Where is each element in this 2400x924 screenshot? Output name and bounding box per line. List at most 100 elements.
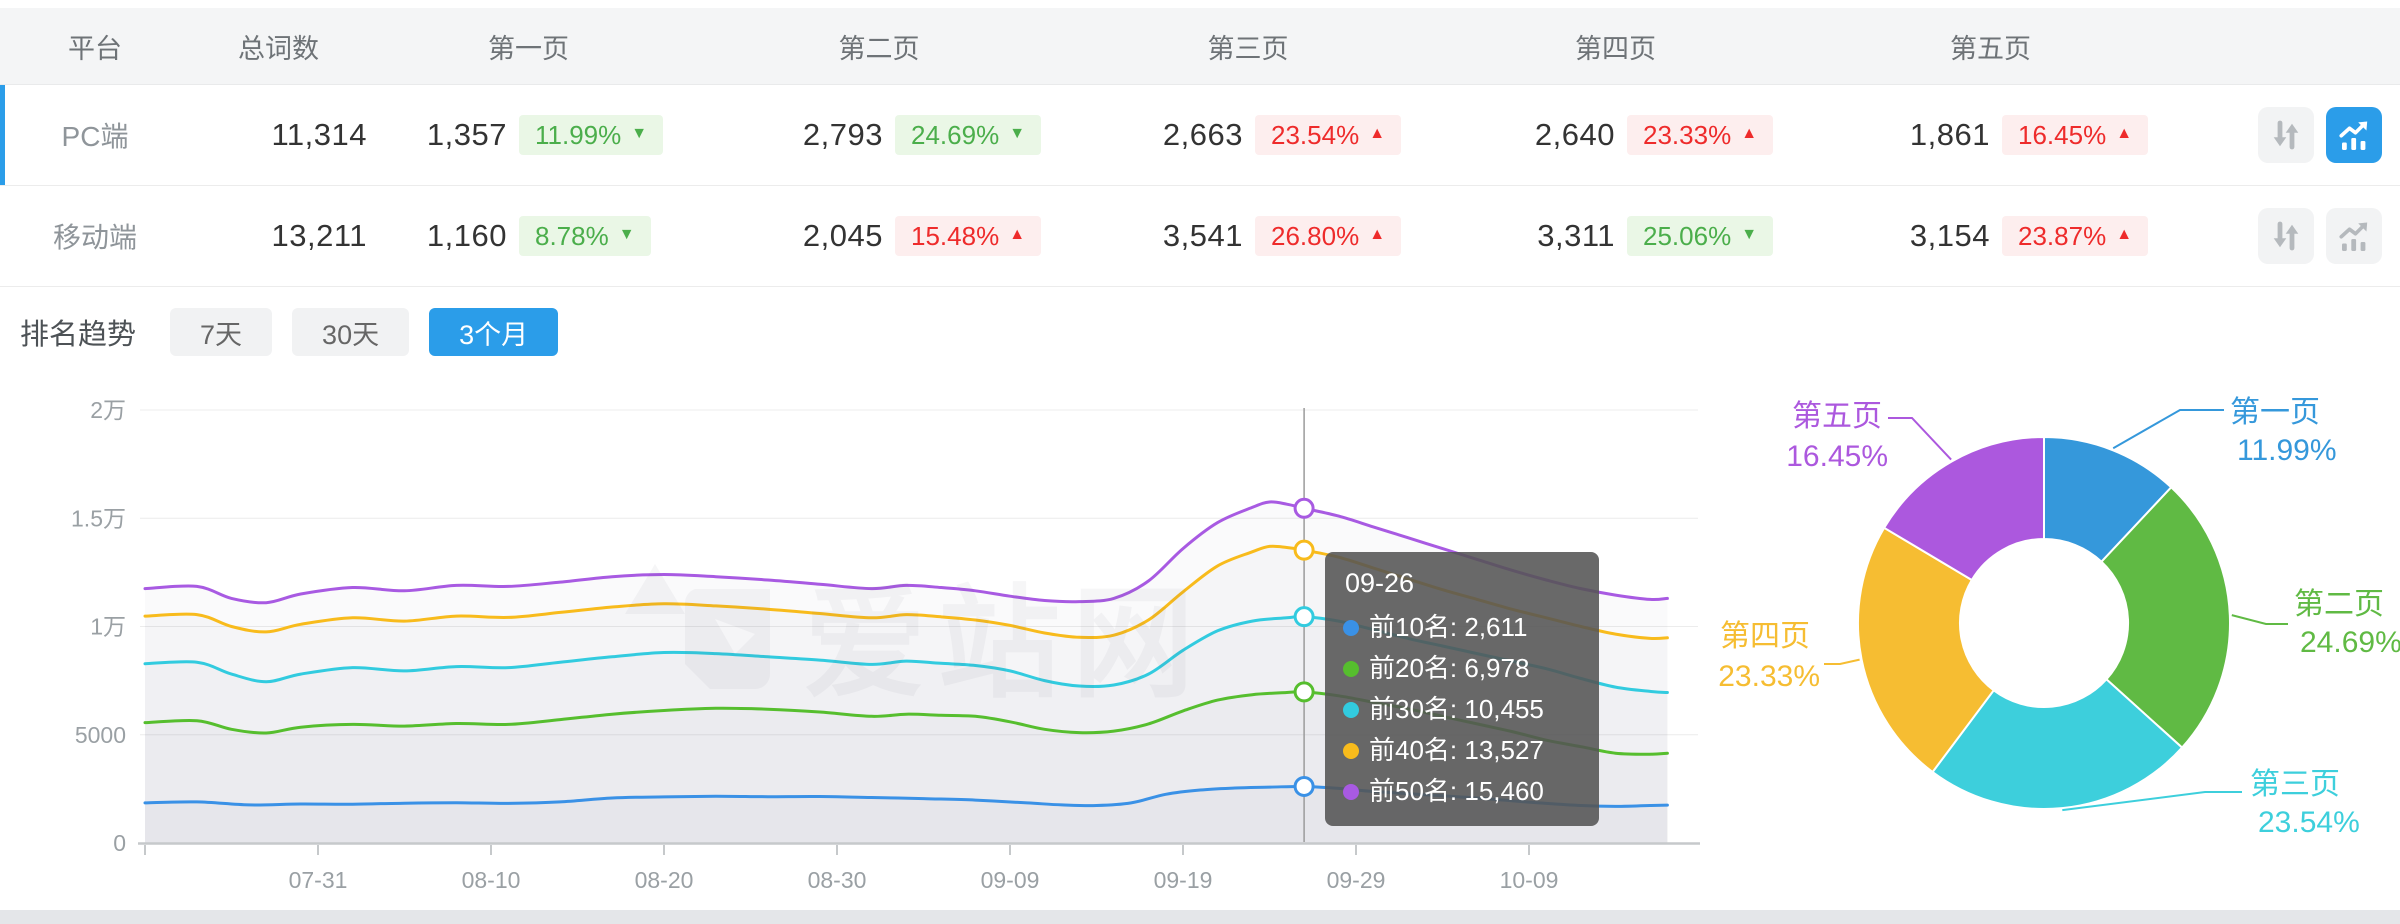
series-area-前50名 (145, 501, 1668, 843)
ranking-trend-toolbar: 排名趋势 7天 30天 3个月 (20, 308, 559, 356)
sort-button[interactable] (2258, 208, 2314, 264)
tooltip-item: 前30名: 10,455 (1343, 689, 1581, 730)
donut-segment-percent: 23.54% (2258, 806, 2360, 839)
page-3-percent-badge-cell: 23.54% ▲ (1243, 115, 1402, 155)
page-5-percent-badge-cell: 23.87% ▲ (1990, 216, 2149, 256)
column-header: 总词数 (238, 33, 319, 64)
page-1-percent-badge-cell: 8.78% ▼ (507, 216, 651, 256)
x-axis-label: 08-20 (635, 867, 694, 893)
highlight-point (1293, 606, 1315, 628)
donut-segment-第五页[interactable] (1882, 435, 2045, 582)
y-axis-label: 1万 (90, 614, 126, 640)
tooltip-item-text: 前50名: 15,460 (1369, 776, 1544, 806)
highlight-point (1293, 681, 1315, 703)
page-4-percent-badge-cell: 25.06% ▼ (1615, 216, 1774, 256)
donut-segment-label: 第三页 (2250, 768, 2340, 801)
x-axis-label: 09-19 (1154, 867, 1213, 893)
column-header: 第一页 (488, 33, 569, 64)
selected-row-accent (0, 85, 5, 185)
label-leader-line (1888, 417, 1952, 461)
page-1-count: 1,357 (426, 117, 507, 152)
percent-badge: 23.33% ▲ (1627, 115, 1774, 155)
sort-arrows-icon (2273, 221, 2299, 251)
donut-segment-第四页[interactable] (1856, 526, 1996, 774)
series-area-前20名 (145, 691, 1668, 843)
column-header: 第五页 (1950, 33, 2031, 64)
sort-button[interactable] (2258, 107, 2314, 163)
trend-button[interactable] (2326, 208, 2382, 264)
x-axis-label: 07-31 (289, 867, 348, 893)
percent-value: 16.45% (2018, 120, 2107, 150)
donut-segment-percent: 24.69% (2300, 626, 2400, 659)
series-area-前10名 (145, 786, 1668, 843)
percent-value: 23.54% (1271, 120, 1360, 150)
bottom-strip (0, 910, 2400, 924)
tooltip-item-text: 前30名: 10,455 (1369, 694, 1544, 724)
series-color-dot (1343, 742, 1359, 759)
trend-chart-icon (2339, 121, 2368, 150)
page-2-count: 2,045 (802, 218, 883, 253)
donut-segment-label: 第二页 (2294, 588, 2384, 621)
x-axis-label: 09-09 (981, 867, 1040, 893)
arrow-up-icon: ▲ (1009, 226, 1026, 243)
column-header: 第三页 (1207, 33, 1289, 64)
donut-segment-label: 第一页 (2230, 396, 2320, 429)
table-row[interactable]: PC端 11,314 1,357 11.99% ▼ 2,793 24.69% ▼ 2,663 23… (0, 85, 2400, 186)
arrow-down-icon: ▼ (618, 226, 635, 243)
percent-value: 24.69% (911, 120, 1000, 150)
total-words-value: 13,211 (271, 218, 367, 253)
table-row[interactable]: 移动端 13,211 1,160 8.78% ▼ 2,045 15.48% ▲ 3,541 26.… (0, 186, 2400, 287)
label-leader-line (2062, 791, 2242, 812)
row-actions (2178, 107, 2400, 163)
series-line-前50名 (143, 500, 1669, 605)
x-axis-label: 10-09 (1500, 867, 1559, 893)
series-area-前40名 (145, 546, 1668, 843)
page-distribution-donut-chart[interactable]: 第一页 11.99% 第二页 24.69% 第三页 23.54% 第四页 23.33% 第五页 1… (1700, 380, 2400, 900)
page-5-count: 1,861 (1909, 117, 1990, 152)
tooltip-item-text: 前40名: 13,527 (1369, 735, 1544, 765)
row-actions (2178, 208, 2400, 264)
y-axis-label: 5000 (75, 722, 126, 748)
highlight-point (1293, 497, 1315, 519)
tooltip-date: 09-26 (1345, 568, 1415, 598)
page-5-percent-badge-cell: 16.45% ▲ (1990, 115, 2149, 155)
page-4-count: 3,311 (1537, 218, 1615, 253)
trend-chart-icon (2339, 222, 2368, 251)
donut-segment-label: 第五页 (1792, 400, 1882, 433)
column-header: 平台 (68, 33, 122, 64)
y-axis-label: 0 (113, 830, 126, 856)
page-1-percent-badge-cell: 11.99% ▼ (507, 115, 664, 155)
donut-segment-percent: 23.33% (1718, 660, 1820, 693)
y-axis-label: 2万 (90, 397, 126, 423)
series-color-dot (1343, 619, 1359, 636)
chart-tooltip: 09-26 前10名: 2,611 前20名: 6,978 前30名: 10,455… (1325, 552, 1599, 826)
tooltip-item: 前50名: 15,460 (1343, 771, 1581, 812)
percent-badge: 24.69% ▼ (895, 115, 1042, 155)
series-color-dot (1343, 660, 1359, 677)
arrow-up-icon: ▲ (1369, 226, 1386, 243)
percent-badge: 8.78% ▼ (519, 216, 651, 256)
donut-segment-第二页[interactable] (2100, 485, 2231, 750)
percent-value: 25.06% (1643, 221, 1732, 251)
percent-value: 23.33% (1643, 120, 1732, 150)
page-4-count: 2,640 (1534, 117, 1615, 152)
x-axis-label: 08-30 (808, 867, 867, 893)
table-body: PC端 11,314 1,357 11.99% ▼ 2,793 24.69% ▼ 2,663 23… (0, 85, 2400, 287)
arrow-up-icon: ▲ (2116, 125, 2133, 142)
y-axis-label: 1.5万 (71, 505, 126, 531)
donut-segment-第三页[interactable] (1931, 677, 2184, 811)
arrow-up-icon: ▲ (2116, 226, 2133, 243)
charts-panel: 0 5000 1万 1.5万 2万 07-31 08-10 08-20 08-30 09-09 09… (0, 390, 2400, 924)
trend-range-tab[interactable]: 3个月 (429, 308, 559, 356)
trend-range-tab[interactable]: 30天 (292, 308, 410, 356)
percent-badge: 16.45% ▲ (2002, 115, 2149, 155)
tooltip-item: 前10名: 2,611 (1343, 607, 1581, 648)
donut-segment-label: 第四页 (1720, 620, 1810, 653)
label-leader-line (1824, 658, 1860, 665)
label-leader-line (2231, 614, 2288, 625)
page-3-count: 3,541 (1162, 218, 1243, 253)
page-3-count: 2,663 (1162, 117, 1243, 152)
trend-range-tab[interactable]: 7天 (170, 308, 273, 356)
trend-button[interactable] (2326, 107, 2382, 163)
ranking-trend-line-chart[interactable]: 0 5000 1万 1.5万 2万 07-31 08-10 08-20 08-30 09-09 09… (0, 390, 1700, 924)
